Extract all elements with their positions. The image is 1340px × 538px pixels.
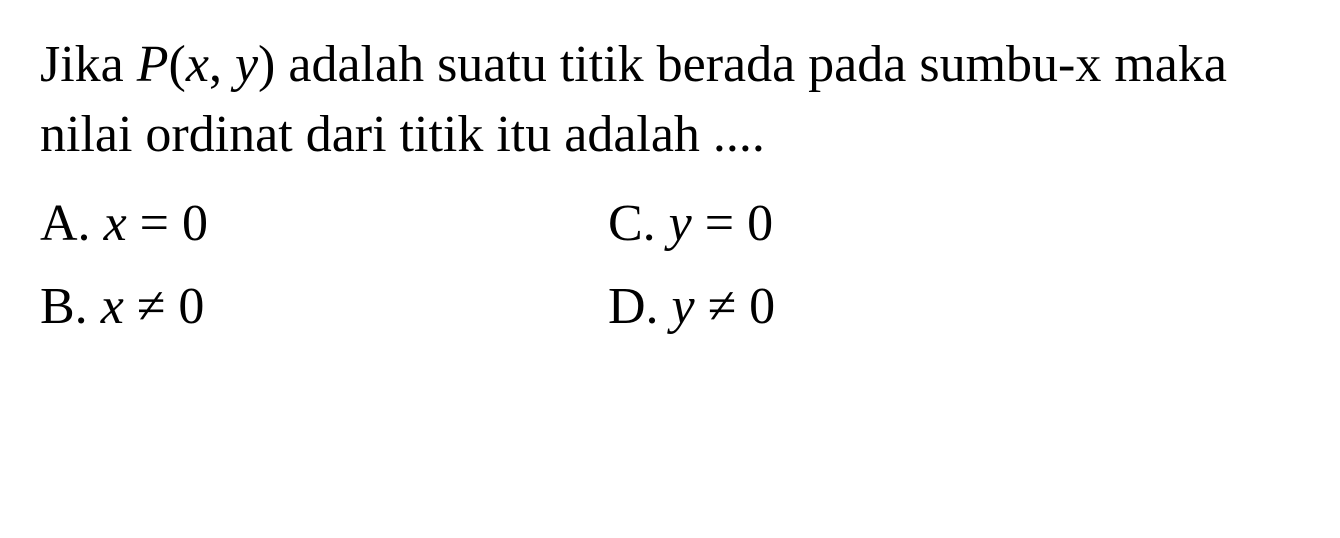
option-a-label: A. <box>40 195 104 252</box>
option-b: B. x ≠ 0 <box>40 273 208 341</box>
paren-close: ) <box>258 36 275 93</box>
options-right-column: C. y = 0 D. y ≠ 0 <box>608 190 775 340</box>
option-a-var: x <box>104 195 127 252</box>
option-c-rel: = 0 <box>692 195 773 252</box>
option-b-label: B. <box>40 278 101 335</box>
question-prefix: Jika <box>40 36 137 93</box>
option-d-rel: ≠ 0 <box>695 278 776 335</box>
option-d: D. y ≠ 0 <box>608 273 775 341</box>
options-container: A. x = 0 B. x ≠ 0 C. y = 0 D. y ≠ 0 <box>40 190 1300 340</box>
option-b-rel: ≠ 0 <box>124 278 205 335</box>
options-left-column: A. x = 0 B. x ≠ 0 <box>40 190 208 340</box>
question-text: Jika P(x, y) adalah suatu titik berada p… <box>40 30 1300 170</box>
option-c: C. y = 0 <box>608 190 775 258</box>
option-c-var: y <box>669 195 692 252</box>
option-b-var: x <box>101 278 124 335</box>
option-d-label: D. <box>608 278 672 335</box>
var-y: y <box>235 36 258 93</box>
point-function: P <box>137 36 169 93</box>
option-a: A. x = 0 <box>40 190 208 258</box>
option-c-label: C. <box>608 195 669 252</box>
option-d-var: y <box>672 278 695 335</box>
paren-open: ( <box>169 36 186 93</box>
option-a-rel: = 0 <box>127 195 208 252</box>
comma: , <box>209 36 235 93</box>
var-x: x <box>186 36 209 93</box>
